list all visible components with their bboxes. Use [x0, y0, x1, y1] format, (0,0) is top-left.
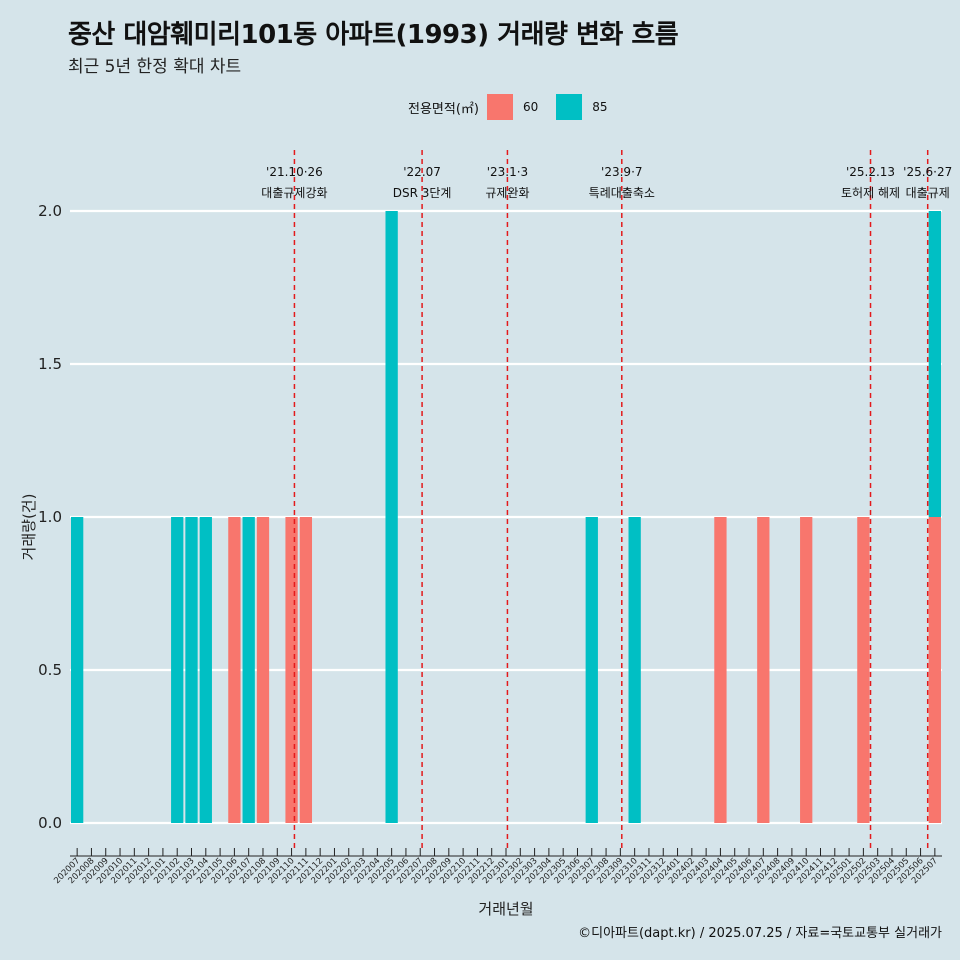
- event-label: 대출규제강화: [261, 186, 327, 200]
- event-date-label: '25.2.13: [846, 165, 895, 179]
- bar-85-202205: [385, 211, 398, 823]
- event-date-label: '21.10·26: [266, 165, 323, 179]
- event-label: 특례대출축소: [589, 186, 655, 200]
- bar-85-202102: [171, 517, 184, 823]
- bar-60-202407: [757, 517, 770, 823]
- event-date-label: '25.6·27: [903, 165, 952, 179]
- y-axis-title: 거래량(건): [20, 494, 38, 561]
- bar-60-202110: [285, 517, 298, 823]
- legend-title: 전용면적(㎡): [408, 101, 479, 117]
- y-tick-label: 2.0: [38, 202, 62, 220]
- bar-60-202108: [256, 517, 270, 823]
- legend-key-60: [486, 94, 513, 120]
- bar-60-202410: [800, 517, 813, 823]
- event-date-label: '22.07: [403, 165, 441, 179]
- bar-85-202007: [71, 517, 84, 823]
- legend-label-85: 85: [592, 100, 608, 114]
- legend-label-60: 60: [522, 100, 539, 114]
- bar-85-202307: [585, 517, 598, 823]
- event-label: 토허제 해제: [841, 186, 900, 200]
- legend: 전용면적(㎡) 60 85: [408, 94, 626, 120]
- chart-subtitle: 최근 5년 한정 확대 차트: [68, 57, 242, 77]
- event-date-label: '23.9·7: [601, 165, 642, 179]
- bar-60-202111: [299, 517, 313, 823]
- legend-key-85: [556, 94, 583, 120]
- event-label: 규제완화: [485, 186, 529, 200]
- chart-title: 중산 대암훼미리101동 아파트(1993) 거래량 변화 흐름: [68, 20, 679, 50]
- bar-60-202502: [857, 517, 870, 823]
- bar-85-202107: [242, 517, 255, 823]
- bar-60-202106: [228, 517, 241, 823]
- bar-60-202507: [928, 517, 941, 823]
- event-date-label: '23.1·3: [487, 165, 528, 179]
- bar-85-202310: [628, 517, 641, 823]
- y-tick-label: 1.5: [38, 355, 62, 373]
- x-axis-title: 거래년월: [478, 900, 533, 918]
- bar-85-202103: [185, 517, 198, 823]
- y-tick-label: 0.0: [38, 814, 62, 832]
- source-caption: ©디아파트(dapt.kr) / 2025.07.25 / 자료=국토교통부 실…: [578, 926, 942, 941]
- event-label: 대출규제: [906, 186, 950, 200]
- bar-60-202404: [714, 517, 727, 823]
- event-label: DSR 3단계: [393, 186, 452, 200]
- bar-85-202507: [928, 211, 941, 517]
- y-tick-label: 1.0: [38, 508, 62, 526]
- bar-85-202104: [199, 517, 212, 823]
- y-tick-label: 0.5: [38, 661, 62, 679]
